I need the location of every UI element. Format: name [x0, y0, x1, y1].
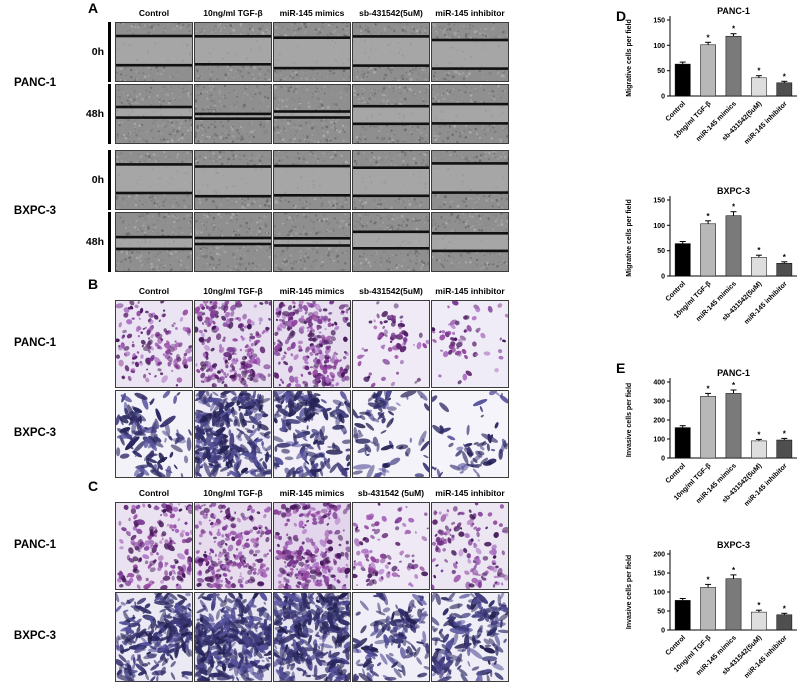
column-header: 10ng/ml TGF-β	[203, 286, 263, 296]
wound-healing-image	[273, 212, 351, 272]
stained-cells-image	[115, 300, 193, 388]
wound-healing-image	[431, 84, 509, 144]
stained-cells-image	[352, 502, 430, 590]
wound-healing-image	[115, 150, 193, 210]
stained-cells-image	[194, 390, 272, 478]
panel-b-label: B	[88, 276, 99, 292]
bracket-bar	[108, 150, 111, 210]
stained-cells-image	[273, 502, 351, 590]
column-header: sb-431542(5uM)	[359, 286, 423, 296]
stained-cells-image	[115, 390, 193, 478]
column-header: miR-145 inhibitor	[435, 286, 505, 296]
wound-row-panc1-0h	[115, 22, 509, 82]
time-label: 0h	[91, 46, 104, 58]
wound-healing-image	[115, 84, 193, 144]
panel-c-headers: Control 10ng/ml TGF-β miR-145 mimics sb-431…	[115, 488, 511, 498]
wound-healing-image	[115, 22, 193, 82]
stained-cells-image	[352, 592, 430, 682]
wound-healing-image	[352, 150, 430, 210]
cell-line-label-bxpc3: BXPC-3	[13, 427, 57, 439]
invasion-row-panc1	[115, 502, 509, 590]
column-header: miR-145 mimics	[279, 8, 345, 18]
wound-row-bxpc3-48h	[115, 212, 509, 272]
column-header: Control	[138, 286, 170, 296]
column-header: sb-431542 (5uM)	[357, 488, 425, 498]
wound-healing-image	[431, 212, 509, 272]
cell-line-label-bxpc3: BXPC-3	[13, 630, 57, 642]
stained-cells-image	[115, 502, 193, 590]
cell-line-label-bxpc3: BXPC-3	[13, 205, 57, 217]
wound-healing-image	[352, 84, 430, 144]
wound-healing-image	[431, 150, 509, 210]
wound-healing-image	[194, 22, 272, 82]
panel-c-label: C	[88, 478, 99, 494]
column-header: Control	[138, 488, 170, 498]
stained-cells-image	[273, 300, 351, 388]
column-header: sb-431542(5uM)	[359, 8, 423, 18]
chart-invasion-bxpc3: BXPC-3 Invasive cells per field 0 50 100 150 2…	[620, 538, 801, 690]
time-label: 48h	[85, 108, 104, 120]
cell-line-label-panc1: PANC-1	[14, 77, 56, 89]
wound-healing-image	[194, 150, 272, 210]
panel-b-headers: Control 10ng/ml TGF-β miR-145 mimics sb-431…	[115, 286, 511, 296]
panel-d-label: D	[616, 8, 627, 24]
column-header: miR-145 mimics	[279, 488, 345, 498]
wound-healing-image	[115, 212, 193, 272]
column-header: Control	[138, 8, 170, 18]
time-label: 0h	[91, 174, 104, 186]
column-header: 10ng/ml TGF-β	[203, 488, 263, 498]
wound-healing-image	[194, 212, 272, 272]
migration-row-bxpc3	[115, 390, 509, 478]
wound-healing-image	[352, 212, 430, 272]
wound-healing-image	[273, 150, 351, 210]
wound-healing-image	[273, 22, 351, 82]
chart-migration-panc1: PANC-1 Migrative cells per field 0 50 100 150…	[620, 4, 801, 156]
invasion-row-bxpc3	[115, 592, 509, 682]
stained-cells-image	[273, 390, 351, 478]
stained-cells-image	[431, 390, 509, 478]
stained-cells-image	[273, 592, 351, 682]
stained-cells-image	[352, 300, 430, 388]
stained-cells-image	[431, 300, 509, 388]
bracket-bar	[108, 84, 111, 144]
wound-row-panc1-48h	[115, 84, 509, 144]
chart-invasion-panc1: PANC-1 Invasive cells per field 0 100 200 300…	[620, 366, 801, 518]
stained-cells-image	[115, 592, 193, 682]
cell-line-label-panc1: PANC-1	[14, 539, 56, 551]
column-header: miR-145 inhibitor	[435, 8, 505, 18]
wound-healing-image	[273, 84, 351, 144]
chart-migration-bxpc3: BXPC-3 Migrative cells per field 0 50 100 150…	[620, 184, 801, 336]
wound-healing-image	[194, 84, 272, 144]
stained-cells-image	[431, 592, 509, 682]
bracket-bar	[108, 22, 111, 82]
wound-row-bxpc3-0h	[115, 150, 509, 210]
panel-a-label: A	[88, 0, 99, 16]
panel-a-headers: Control 10ng/ml TGF-β miR-145 mimics sb-431…	[115, 8, 511, 18]
time-label: 48h	[85, 236, 104, 248]
stained-cells-image	[194, 300, 272, 388]
wound-healing-image	[352, 22, 430, 82]
stained-cells-image	[431, 502, 509, 590]
bracket-bar	[108, 212, 111, 272]
column-header: 10ng/ml TGF-β	[203, 8, 263, 18]
cell-line-label-panc1: PANC-1	[14, 337, 56, 349]
wound-healing-image	[431, 22, 509, 82]
stained-cells-image	[194, 592, 272, 682]
stained-cells-image	[194, 502, 272, 590]
migration-row-panc1	[115, 300, 509, 388]
column-header: miR-145 inhibitor	[435, 488, 505, 498]
stained-cells-image	[352, 390, 430, 478]
panel-e-label: E	[616, 360, 626, 376]
column-header: miR-145 mimics	[279, 286, 345, 296]
